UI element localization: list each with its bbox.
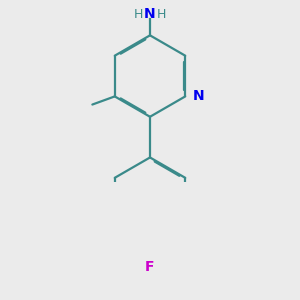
Text: N: N xyxy=(193,89,204,103)
Text: N: N xyxy=(144,7,156,21)
Text: F: F xyxy=(145,260,155,274)
Text: H: H xyxy=(134,8,143,22)
Text: H: H xyxy=(157,8,166,22)
